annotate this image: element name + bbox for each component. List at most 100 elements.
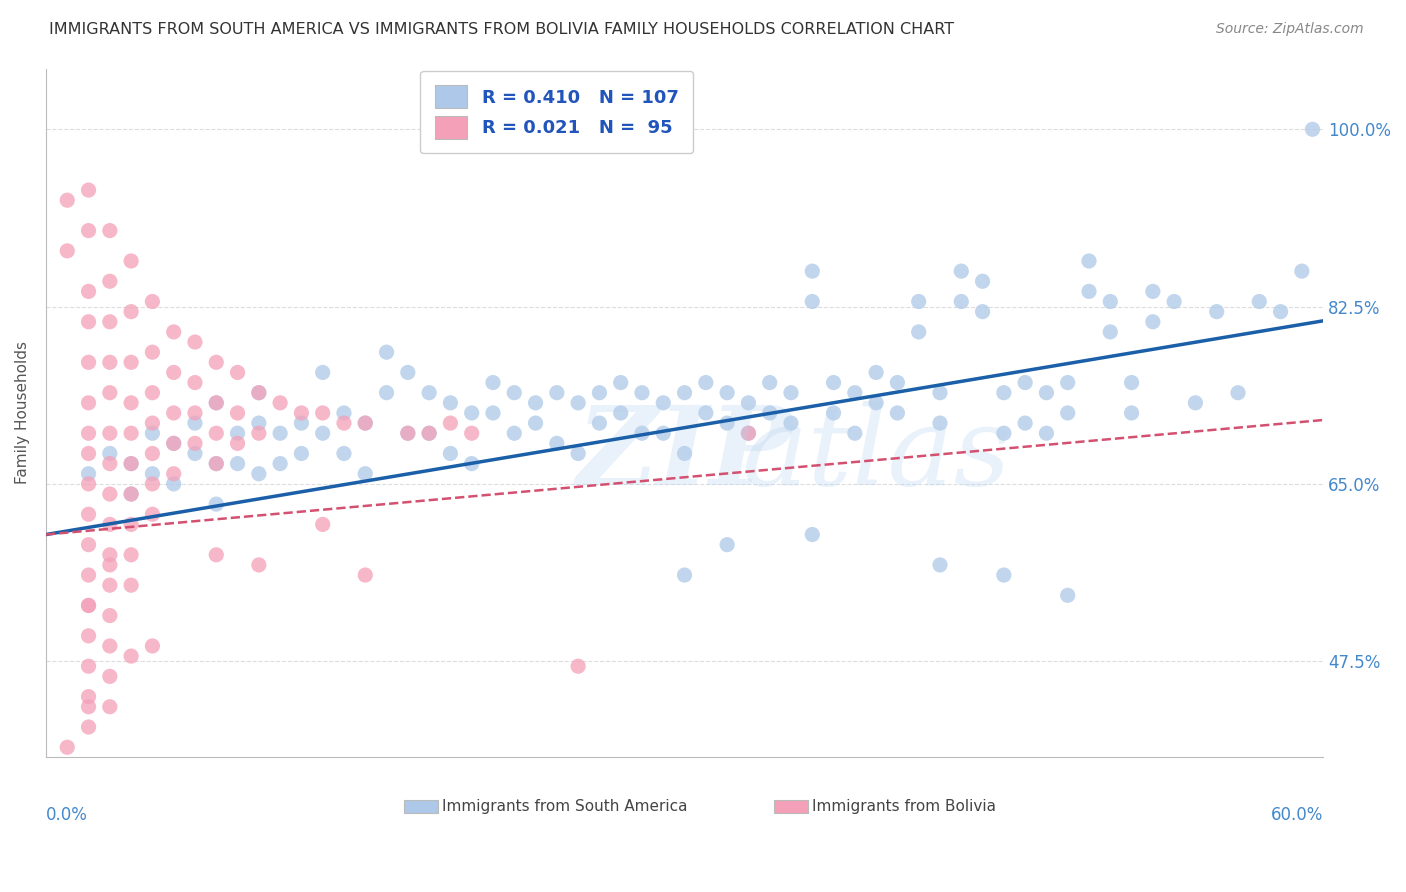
Point bbox=[993, 426, 1015, 441]
Point bbox=[120, 426, 142, 441]
Point bbox=[1142, 315, 1164, 329]
Point bbox=[141, 508, 163, 522]
Legend: R = 0.410   N = 107, R = 0.021   N =  95: R = 0.410 N = 107, R = 0.021 N = 95 bbox=[420, 70, 693, 153]
Point bbox=[844, 385, 866, 400]
Point bbox=[205, 548, 228, 562]
Point bbox=[993, 385, 1015, 400]
Text: atlas: atlas bbox=[741, 401, 1011, 508]
Point bbox=[396, 366, 419, 380]
Point bbox=[1249, 294, 1271, 309]
Point bbox=[439, 396, 461, 410]
Point bbox=[98, 426, 121, 441]
Point bbox=[290, 446, 312, 460]
Point bbox=[1270, 304, 1292, 318]
Point bbox=[482, 406, 505, 420]
Point bbox=[631, 385, 654, 400]
Point bbox=[269, 426, 291, 441]
Point bbox=[503, 426, 526, 441]
Point bbox=[226, 436, 249, 450]
Point bbox=[1291, 264, 1313, 278]
Point bbox=[524, 416, 547, 430]
FancyBboxPatch shape bbox=[773, 800, 808, 813]
Point bbox=[77, 396, 100, 410]
Point bbox=[354, 416, 377, 430]
Point bbox=[269, 457, 291, 471]
Point bbox=[1014, 416, 1036, 430]
Point bbox=[1035, 385, 1057, 400]
Point bbox=[737, 426, 759, 441]
Point bbox=[98, 355, 121, 369]
Point bbox=[226, 406, 249, 420]
Y-axis label: Family Households: Family Households bbox=[15, 342, 30, 484]
Point bbox=[247, 385, 270, 400]
Point bbox=[758, 406, 780, 420]
FancyBboxPatch shape bbox=[404, 800, 439, 813]
Point bbox=[163, 436, 186, 450]
Point bbox=[184, 446, 207, 460]
Point bbox=[503, 385, 526, 400]
Point bbox=[184, 334, 207, 349]
Point bbox=[141, 385, 163, 400]
Point bbox=[1078, 254, 1101, 268]
Point bbox=[354, 416, 377, 430]
Text: ZIP: ZIP bbox=[576, 401, 793, 508]
Point bbox=[205, 355, 228, 369]
Point bbox=[844, 426, 866, 441]
Text: 60.0%: 60.0% bbox=[1271, 805, 1323, 823]
Point bbox=[1184, 396, 1206, 410]
Point bbox=[1205, 304, 1227, 318]
Point bbox=[77, 467, 100, 481]
Point bbox=[77, 599, 100, 613]
Point bbox=[758, 376, 780, 390]
Point bbox=[354, 467, 377, 481]
Point bbox=[77, 183, 100, 197]
Text: Source: ZipAtlas.com: Source: ZipAtlas.com bbox=[1216, 22, 1364, 37]
Point bbox=[77, 720, 100, 734]
Point bbox=[77, 446, 100, 460]
Point bbox=[184, 436, 207, 450]
Point bbox=[907, 325, 929, 339]
Point bbox=[98, 274, 121, 288]
Point bbox=[460, 426, 482, 441]
Point bbox=[290, 406, 312, 420]
Point bbox=[98, 487, 121, 501]
Point bbox=[312, 406, 335, 420]
Point bbox=[163, 325, 186, 339]
Point bbox=[290, 416, 312, 430]
Point bbox=[247, 426, 270, 441]
Point bbox=[439, 416, 461, 430]
Point bbox=[120, 487, 142, 501]
Point bbox=[631, 426, 654, 441]
Point bbox=[56, 244, 79, 258]
Point bbox=[695, 406, 717, 420]
Point bbox=[588, 416, 610, 430]
Point bbox=[77, 315, 100, 329]
Point bbox=[120, 396, 142, 410]
Point bbox=[907, 294, 929, 309]
Point bbox=[1121, 406, 1143, 420]
Point bbox=[184, 376, 207, 390]
Point bbox=[780, 385, 803, 400]
Point bbox=[120, 304, 142, 318]
Point bbox=[141, 467, 163, 481]
Point bbox=[865, 366, 887, 380]
Point bbox=[77, 538, 100, 552]
Point bbox=[609, 406, 631, 420]
Point bbox=[673, 568, 696, 582]
Point bbox=[205, 426, 228, 441]
Point bbox=[141, 345, 163, 359]
Point bbox=[98, 446, 121, 460]
Point bbox=[396, 426, 419, 441]
Point bbox=[98, 385, 121, 400]
Point bbox=[972, 274, 994, 288]
Point bbox=[418, 426, 440, 441]
Point bbox=[950, 294, 973, 309]
Point bbox=[77, 476, 100, 491]
Point bbox=[77, 599, 100, 613]
Point bbox=[120, 355, 142, 369]
Point bbox=[184, 406, 207, 420]
Point bbox=[1099, 294, 1122, 309]
Point bbox=[205, 396, 228, 410]
Point bbox=[823, 376, 845, 390]
Point bbox=[98, 639, 121, 653]
